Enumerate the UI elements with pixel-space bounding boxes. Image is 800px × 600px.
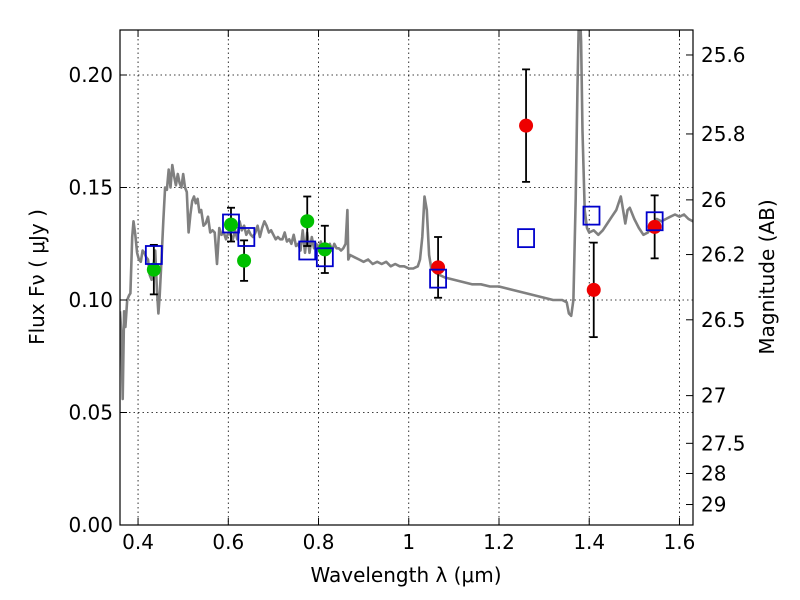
x-tick-label: 1.2 (483, 530, 515, 554)
x-tick-labels: 0.4 0.6 0.8 1 1.2 1.4 1.6 (122, 530, 695, 554)
model-square (517, 228, 535, 249)
x-tick-label: 0.4 (122, 530, 154, 554)
point-layer (146, 118, 662, 297)
model-marker-layer (144, 205, 664, 289)
model-square (645, 211, 664, 232)
x-tick-label: 1 (402, 530, 415, 554)
model-square (582, 205, 601, 226)
red-point (586, 282, 601, 297)
x-axis-label: Wavelength λ (μm) (310, 563, 501, 587)
sed-line (120, 30, 693, 401)
tick-marks (120, 30, 693, 526)
plot-frame (119, 29, 694, 526)
green-point (317, 242, 332, 257)
x-tick-label: 1.6 (664, 530, 696, 554)
green-point (223, 217, 238, 232)
y-tick-labels: 0.00 0.05 0.10 0.15 0.20 (68, 63, 113, 537)
y2-tick-label: 27.5 (701, 431, 746, 455)
model-square (237, 227, 256, 247)
y2-tick-labels: 25.6 25.8 26 26.2 26.5 27 27.5 28 29 (701, 43, 746, 517)
y2-axis-label: Magnitude (AB) (755, 199, 779, 354)
y2-tick-label: 25.8 (701, 122, 746, 146)
x-tick-label: 1.4 (573, 530, 605, 554)
green-point (237, 253, 252, 268)
model-square (298, 240, 317, 261)
y2-tick-label: 25.6 (701, 43, 746, 67)
grid-lines (120, 30, 693, 525)
green-point (146, 262, 161, 277)
y-tick-label: 0.15 (68, 176, 113, 200)
y-tick-label: 0.20 (68, 63, 113, 87)
y-tick-label: 0.00 (68, 513, 113, 537)
x-tick-label: 0.8 (303, 530, 335, 554)
y2-tick-label: 26 (701, 188, 726, 212)
sed-line-layer (120, 30, 693, 401)
red-point (647, 219, 662, 234)
y2-tick-label: 26.5 (701, 308, 746, 332)
red-point (519, 118, 534, 133)
y-tick-label: 0.10 (68, 288, 113, 312)
y2-tick-label: 29 (701, 493, 726, 517)
model-square (144, 245, 163, 265)
green-point (300, 214, 315, 229)
x-tick-label: 0.6 (212, 530, 244, 554)
y-axis-label: Flux Fν ( μJy ) (25, 209, 49, 345)
model-square (315, 247, 334, 268)
y2-tick-label: 26.2 (701, 243, 746, 267)
red-point (431, 260, 446, 275)
model-square (429, 268, 447, 289)
model-square (222, 213, 240, 234)
y2-tick-label: 27 (701, 384, 726, 408)
y-tick-label: 0.05 (68, 401, 113, 425)
y2-tick-label: 28 (701, 461, 726, 485)
